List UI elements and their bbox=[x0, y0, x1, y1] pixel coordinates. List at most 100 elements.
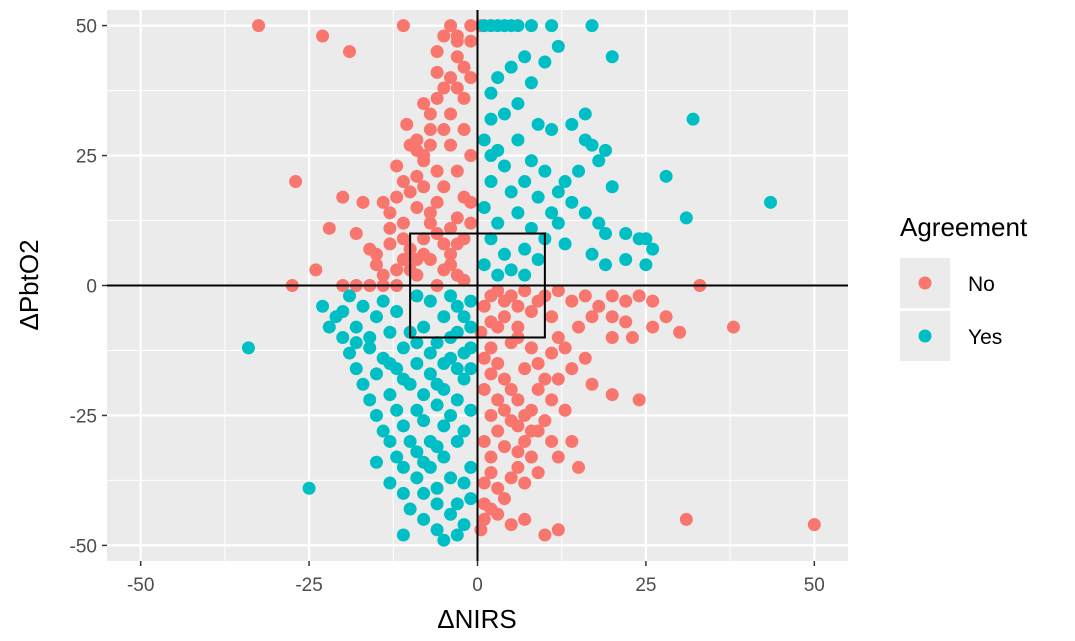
point-no bbox=[491, 481, 505, 495]
point-yes bbox=[524, 154, 538, 168]
point-yes bbox=[646, 242, 660, 256]
point-no bbox=[390, 159, 404, 173]
legend-title: Agreement bbox=[900, 212, 1028, 242]
point-yes bbox=[417, 486, 431, 500]
point-no bbox=[464, 195, 478, 209]
point-yes bbox=[396, 486, 410, 500]
point-yes bbox=[457, 372, 471, 386]
point-yes bbox=[410, 471, 424, 485]
point-yes bbox=[336, 330, 350, 344]
point-no bbox=[464, 216, 478, 230]
point-no bbox=[511, 320, 525, 334]
data-points bbox=[241, 19, 821, 547]
point-yes bbox=[417, 512, 431, 526]
point-yes bbox=[396, 460, 410, 474]
point-yes bbox=[585, 19, 599, 33]
point-yes bbox=[457, 346, 471, 360]
point-yes bbox=[619, 227, 633, 241]
point-no bbox=[457, 91, 471, 105]
point-no bbox=[430, 195, 444, 209]
point-no bbox=[504, 414, 518, 428]
point-no bbox=[309, 263, 323, 277]
point-yes bbox=[605, 50, 619, 64]
point-yes bbox=[417, 414, 431, 428]
point-no bbox=[605, 310, 619, 324]
point-yes bbox=[592, 154, 606, 168]
point-yes bbox=[437, 419, 451, 433]
point-yes bbox=[322, 320, 336, 334]
point-yes bbox=[504, 185, 518, 199]
point-no bbox=[417, 232, 431, 246]
point-no bbox=[504, 382, 518, 396]
point-yes bbox=[343, 289, 357, 303]
point-yes bbox=[598, 258, 612, 272]
point-yes bbox=[410, 289, 424, 303]
y-tick-label: 50 bbox=[76, 17, 97, 38]
point-no bbox=[444, 107, 458, 121]
point-yes bbox=[524, 76, 538, 90]
point-no bbox=[437, 123, 451, 137]
point-no bbox=[551, 330, 565, 344]
point-no bbox=[484, 315, 498, 329]
point-yes bbox=[572, 164, 586, 178]
point-yes bbox=[390, 450, 404, 464]
point-yes bbox=[316, 299, 330, 313]
point-yes bbox=[538, 55, 552, 69]
point-no bbox=[477, 351, 491, 365]
point-no bbox=[477, 299, 491, 313]
point-no bbox=[524, 304, 538, 318]
point-yes bbox=[679, 211, 693, 225]
point-no bbox=[565, 294, 579, 308]
point-no bbox=[504, 471, 518, 485]
point-no bbox=[524, 450, 538, 464]
point-no bbox=[423, 138, 437, 152]
point-no bbox=[585, 377, 599, 391]
y-axis-title: ΔPbtO2 bbox=[14, 239, 44, 330]
point-no bbox=[369, 247, 383, 261]
point-no bbox=[491, 424, 505, 438]
point-yes bbox=[376, 294, 390, 308]
point-no bbox=[450, 81, 464, 95]
point-yes bbox=[363, 341, 377, 355]
y-tick-label: 25 bbox=[76, 147, 97, 168]
point-no bbox=[403, 138, 417, 152]
point-yes bbox=[410, 356, 424, 370]
point-no bbox=[474, 523, 488, 537]
point-yes bbox=[565, 195, 579, 209]
point-no bbox=[396, 216, 410, 230]
point-no bbox=[605, 330, 619, 344]
point-no bbox=[572, 320, 586, 334]
x-tick-label: 50 bbox=[804, 575, 825, 596]
point-no bbox=[457, 123, 471, 137]
point-no bbox=[444, 19, 458, 33]
point-no bbox=[383, 237, 397, 251]
point-yes bbox=[531, 190, 545, 204]
point-no bbox=[511, 393, 525, 407]
point-yes bbox=[592, 216, 606, 230]
point-no bbox=[518, 284, 532, 298]
point-no bbox=[484, 367, 498, 381]
point-no bbox=[679, 512, 693, 526]
point-yes bbox=[578, 107, 592, 121]
point-no bbox=[430, 45, 444, 59]
point-no bbox=[369, 258, 383, 272]
point-no bbox=[444, 71, 458, 85]
point-no bbox=[390, 263, 404, 277]
point-no bbox=[477, 512, 491, 526]
point-no bbox=[289, 175, 303, 189]
point-no bbox=[592, 299, 606, 313]
point-no bbox=[450, 164, 464, 178]
point-yes bbox=[619, 253, 633, 267]
point-no bbox=[518, 476, 532, 490]
point-yes bbox=[396, 341, 410, 355]
point-no bbox=[430, 91, 444, 105]
point-no bbox=[545, 393, 559, 407]
point-yes bbox=[457, 518, 471, 532]
legend-dot-yes bbox=[918, 329, 932, 343]
point-yes bbox=[457, 424, 471, 438]
point-yes bbox=[450, 434, 464, 448]
point-no bbox=[646, 294, 660, 308]
point-no bbox=[423, 107, 437, 121]
point-yes bbox=[383, 325, 397, 339]
point-no bbox=[477, 476, 491, 490]
